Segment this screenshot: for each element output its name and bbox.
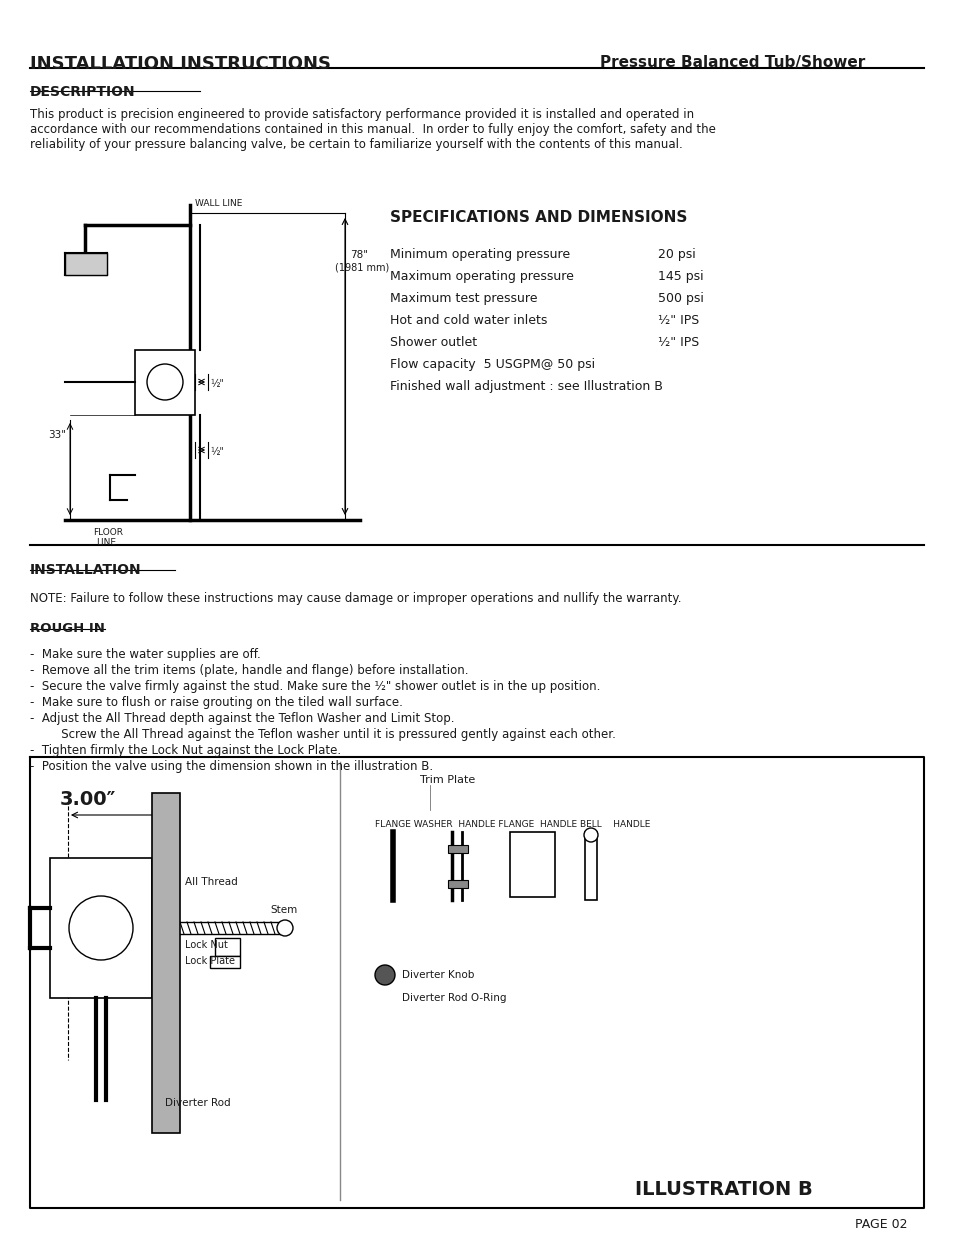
Bar <box>50 858 152 998</box>
Text: Diverter Rod O-Ring: Diverter Rod O-Ring <box>401 993 506 1003</box>
Text: -  Tighten firmly the Lock Nut against the Lock Plate.: - Tighten firmly the Lock Nut against th… <box>30 743 341 757</box>
Text: ILLUSTRATION B: ILLUSTRATION B <box>635 1179 812 1199</box>
Text: -  Remove all the trim items (plate, handle and flange) before installation.: - Remove all the trim items (plate, hand… <box>30 664 468 677</box>
Bar <box>584 832 597 900</box>
Text: 145 psi: 145 psi <box>658 270 703 283</box>
Bar <box>214 939 240 956</box>
Text: WALL LINE: WALL LINE <box>194 199 242 207</box>
Text: 78": 78" <box>350 249 368 261</box>
Text: (1981 mm): (1981 mm) <box>335 263 389 273</box>
Text: Flow capacity  5 USGPM@ 50 psi: Flow capacity 5 USGPM@ 50 psi <box>390 358 595 370</box>
Text: FLOOR: FLOOR <box>92 529 123 537</box>
Text: All Thread: All Thread <box>185 877 237 887</box>
Bar <box>448 881 468 888</box>
Text: -  Make sure the water supplies are off.: - Make sure the water supplies are off. <box>30 648 260 661</box>
Text: Lock Nut: Lock Nut <box>185 940 228 950</box>
Text: 33": 33" <box>48 430 66 440</box>
Text: Trim Plate: Trim Plate <box>419 776 475 785</box>
Text: DESCRIPTION: DESCRIPTION <box>30 85 135 99</box>
Bar <box>135 350 194 415</box>
Text: FLANGE WASHER  HANDLE FLANGE  HANDLE BELL    HANDLE: FLANGE WASHER HANDLE FLANGE HANDLE BELL … <box>375 820 650 829</box>
Text: Finished wall adjustment : see Illustration B: Finished wall adjustment : see Illustrat… <box>390 380 662 393</box>
Text: Maximum operating pressure: Maximum operating pressure <box>390 270 574 283</box>
Bar <box>510 832 555 897</box>
Text: Diverter Knob: Diverter Knob <box>401 969 474 981</box>
Bar <box>152 793 180 1132</box>
Text: ½": ½" <box>210 447 224 457</box>
Circle shape <box>375 965 395 986</box>
Text: LINE: LINE <box>96 538 116 547</box>
Text: ROUGH IN: ROUGH IN <box>30 622 105 635</box>
Text: SPECIFICATIONS AND DIMENSIONS: SPECIFICATIONS AND DIMENSIONS <box>390 210 687 225</box>
Text: Hot and cold water inlets: Hot and cold water inlets <box>390 314 547 327</box>
Text: This product is precision engineered to provide satisfactory performance provide: This product is precision engineered to … <box>30 107 715 151</box>
Bar <box>210 956 240 968</box>
Text: NOTE: Failure to follow these instructions may cause damage or improper operatio: NOTE: Failure to follow these instructio… <box>30 592 680 605</box>
Text: -  Make sure to flush or raise grouting on the tiled wall surface.: - Make sure to flush or raise grouting o… <box>30 697 402 709</box>
Text: -  Secure the valve firmly against the stud. Make sure the ½" shower outlet is i: - Secure the valve firmly against the st… <box>30 680 599 693</box>
Text: -  Position the valve using the dimension shown in the illustration B.: - Position the valve using the dimension… <box>30 760 433 773</box>
Text: Stem: Stem <box>270 905 297 915</box>
Text: Maximum test pressure: Maximum test pressure <box>390 291 537 305</box>
Text: Lock Plate: Lock Plate <box>185 956 234 966</box>
Text: -  Adjust the All Thread depth against the Teflon Washer and Limit Stop.: - Adjust the All Thread depth against th… <box>30 713 454 725</box>
Circle shape <box>147 364 183 400</box>
Text: 20 psi: 20 psi <box>658 248 695 261</box>
Circle shape <box>276 920 293 936</box>
Text: INSTALLATION INSTRUCTIONS: INSTALLATION INSTRUCTIONS <box>30 56 331 73</box>
Text: 500 psi: 500 psi <box>658 291 703 305</box>
Circle shape <box>69 897 132 960</box>
Text: INSTALLATION: INSTALLATION <box>30 563 141 577</box>
Text: Diverter Rod: Diverter Rod <box>165 1098 231 1108</box>
Text: Pressure Balanced Tub/Shower: Pressure Balanced Tub/Shower <box>599 56 864 70</box>
Text: PAGE 02: PAGE 02 <box>854 1218 906 1231</box>
Text: ½" IPS: ½" IPS <box>658 314 699 327</box>
Text: Screw the All Thread against the Teflon washer until it is pressured gently agai: Screw the All Thread against the Teflon … <box>50 727 616 741</box>
Bar <box>448 845 468 853</box>
Text: Minimum operating pressure: Minimum operating pressure <box>390 248 570 261</box>
Text: ½": ½" <box>210 379 224 389</box>
Circle shape <box>583 827 598 842</box>
Bar <box>65 253 107 275</box>
Text: 3.00″: 3.00″ <box>60 790 116 809</box>
Text: Shower outlet: Shower outlet <box>390 336 476 350</box>
Text: ½" IPS: ½" IPS <box>658 336 699 350</box>
